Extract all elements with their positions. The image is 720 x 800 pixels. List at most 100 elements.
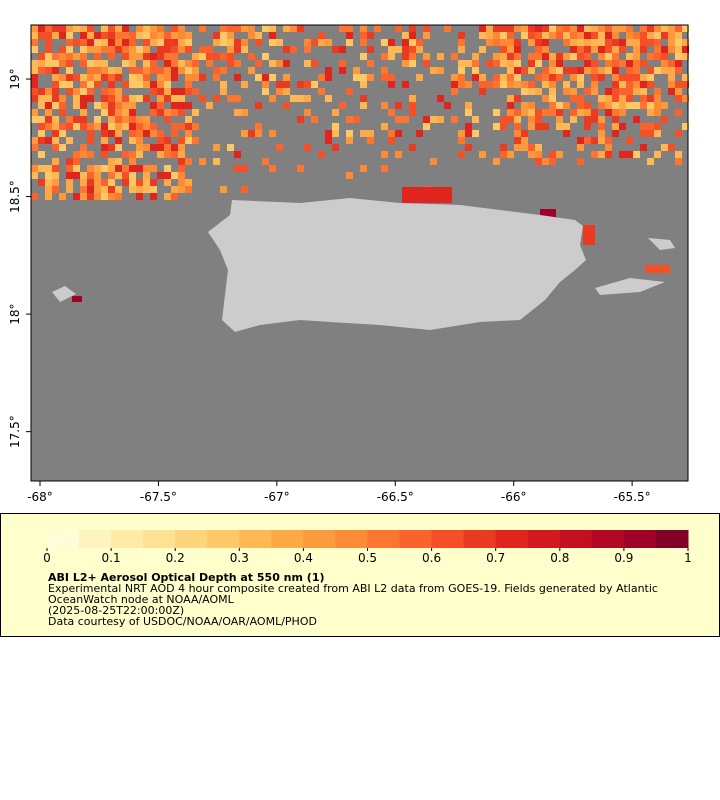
aerosol-pixel <box>87 25 94 32</box>
aerosol-pixel <box>465 60 472 67</box>
aerosol-pixel <box>66 88 73 95</box>
aerosol-pixel <box>31 109 38 116</box>
aerosol-pixel <box>514 144 521 151</box>
aerosol-pixel <box>192 53 199 60</box>
aerosol-pixel <box>150 67 157 74</box>
aerosol-pixel <box>80 144 87 151</box>
aerosol-pixel <box>220 88 227 95</box>
aerosol-pixel <box>346 39 353 46</box>
colorbar-segment <box>175 530 208 548</box>
aerosol-pixel <box>612 95 619 102</box>
colorbar-segment <box>527 530 561 548</box>
aerosol-pixel <box>115 144 122 151</box>
aerosol-pixel <box>276 60 283 67</box>
colorbar-tick-label: 0.4 <box>294 551 313 565</box>
aerosol-pixel <box>626 32 633 39</box>
aerosol-pixel <box>402 116 409 123</box>
aerosol-pixel <box>535 116 542 123</box>
aerosol-pixel <box>31 81 38 88</box>
aerosol-pixel <box>157 67 164 74</box>
aerosol-pixel <box>136 95 143 102</box>
aerosol-pixel <box>115 130 122 137</box>
aerosol-pixel <box>297 116 304 123</box>
aerosol-pixel <box>185 186 192 193</box>
aerosol-pixel <box>514 39 521 46</box>
aerosol-pixel <box>143 67 150 74</box>
caption-line: (2025-08-25T22:00:00Z) <box>48 604 184 617</box>
aerosol-pixel <box>290 25 297 32</box>
aerosol-pixel <box>220 32 227 39</box>
aerosol-pixel <box>94 67 101 74</box>
aerosol-pixel <box>479 46 486 53</box>
aerosol-pixel <box>535 46 542 53</box>
aerosol-pixel <box>80 186 87 193</box>
aerosol-pixel <box>31 39 38 46</box>
aerosol-pixel <box>633 81 640 88</box>
aerosol-pixel <box>129 46 136 53</box>
aerosol-pixel <box>115 25 122 32</box>
aerosol-pixel <box>626 102 633 109</box>
aerosol-pixel <box>416 74 423 81</box>
aerosol-pixel <box>647 123 654 130</box>
aerosol-pixel <box>136 151 143 158</box>
aerosol-pixel <box>213 39 220 46</box>
aerosol-pixel <box>31 137 38 144</box>
aerosol-pixel <box>402 32 409 39</box>
aerosol-pixel <box>178 158 185 165</box>
aerosol-pixel <box>640 88 647 95</box>
aerosol-pixel <box>150 60 157 67</box>
x-tick-label: -65.5° <box>614 490 651 504</box>
aerosol-pixel <box>346 25 353 32</box>
aerosol-pixel <box>129 74 136 81</box>
aerosol-pixel <box>171 67 178 74</box>
aerosol-pixel <box>72 296 82 302</box>
aerosol-pixel <box>164 60 171 67</box>
aerosol-pixel <box>129 130 136 137</box>
aerosol-pixel <box>94 165 101 172</box>
aerosol-pixel <box>605 46 612 53</box>
aerosol-pixel <box>668 32 675 39</box>
aerosol-pixel <box>45 46 52 53</box>
aerosol-pixel <box>178 109 185 116</box>
aerosol-pixel <box>213 32 220 39</box>
aerosol-pixel <box>332 144 339 151</box>
aerosol-pixel <box>143 172 150 179</box>
aerosol-pixel <box>171 32 178 39</box>
aerosol-pixel <box>192 109 199 116</box>
aerosol-pixel <box>164 39 171 46</box>
aerosol-pixel <box>129 172 136 179</box>
aerosol-pixel <box>381 165 388 172</box>
aerosol-pixel <box>115 158 122 165</box>
aerosol-pixel <box>451 81 458 88</box>
colorbar-segment <box>79 530 112 548</box>
aerosol-pixel <box>185 137 192 144</box>
aerosol-pixel <box>220 53 227 60</box>
aerosol-pixel <box>549 109 556 116</box>
aerosol-pixel <box>332 46 339 53</box>
aerosol-pixel <box>654 102 661 109</box>
aerosol-pixel <box>402 39 409 46</box>
aerosol-pixel <box>276 81 283 88</box>
aerosol-pixel <box>171 186 178 193</box>
aerosol-pixel <box>577 95 584 102</box>
aerosol-pixel <box>486 60 493 67</box>
aerosol-pixel <box>80 102 87 109</box>
aerosol-pixel <box>598 67 605 74</box>
aerosol-pixel <box>52 130 59 137</box>
aerosol-pixel <box>136 81 143 88</box>
aerosol-pixel <box>38 102 45 109</box>
aerosol-pixel <box>52 74 59 81</box>
aerosol-pixel <box>115 46 122 53</box>
aerosol-pixel <box>304 81 311 88</box>
colorbar-segment <box>463 530 497 548</box>
aerosol-pixel <box>87 123 94 130</box>
colorbar-tick-label: 1 <box>684 551 692 565</box>
aerosol-pixel <box>185 116 192 123</box>
aerosol-pixel <box>269 25 276 32</box>
aerosol-pixel <box>332 123 339 130</box>
aerosol-pixel <box>367 60 374 67</box>
aerosol-pixel <box>570 116 577 123</box>
aerosol-pixel <box>556 109 563 116</box>
aerosol-pixel <box>647 81 654 88</box>
aerosol-pixel <box>556 25 563 32</box>
